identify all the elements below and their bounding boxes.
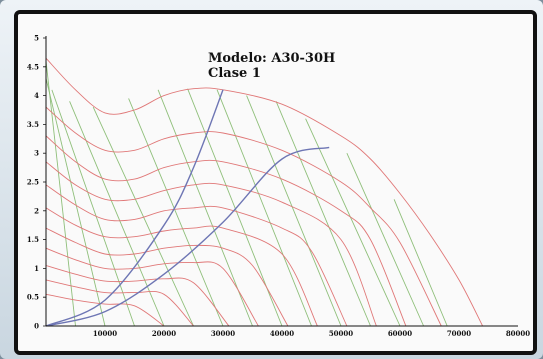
chart-subtitle: Clase 1 (208, 66, 261, 81)
efficiency-line (216, 89, 312, 327)
speed-curve (45, 279, 194, 327)
x-tick-label: 80000 (506, 329, 530, 338)
speed-curve (45, 161, 377, 327)
screen-bezel: 0 0.5 1 1.5 2 2.5 3 3.5 4 4.5 5 10000 20000 30000 400… (14, 10, 537, 355)
efficiency-line (45, 78, 106, 327)
speed-curve (45, 184, 348, 327)
y-tick-label: 3.5 (27, 120, 39, 129)
y-tick-label: 5 (34, 34, 39, 43)
efficiency-line (275, 101, 371, 327)
speed-curve (45, 106, 442, 327)
system-curve (45, 146, 330, 327)
x-tick-label: 10000 (93, 329, 117, 338)
efficiency-line (346, 153, 425, 327)
speed-curve (45, 247, 259, 327)
x-tick-label: 20000 (152, 329, 176, 338)
efficiency-line (393, 199, 448, 327)
y-tick-label: 4 (34, 91, 39, 100)
speed-curve (45, 57, 484, 327)
x-ticks: 10000 20000 30000 40000 50000 60000 70000 80000 (93, 329, 530, 338)
y-tick-label: 0.5 (27, 293, 39, 302)
y-ticks: 0 0.5 1 1.5 2 2.5 3 3.5 4 4.5 5 (27, 34, 46, 331)
x-tick-label: 50000 (329, 329, 353, 338)
efficiency-line (246, 95, 342, 327)
x-tick-label: 40000 (270, 329, 294, 338)
x-tick-label: 70000 (447, 329, 471, 338)
speed-curve (45, 293, 165, 327)
fan-performance-chart: 0 0.5 1 1.5 2 2.5 3 3.5 4 4.5 5 10000 20000 30000 400… (27, 34, 530, 339)
speed-curve (45, 227, 289, 327)
speed-curve (45, 265, 230, 327)
efficiency-line (305, 118, 401, 327)
y-tick-label: 1.5 (27, 235, 39, 244)
x-tick-label: 60000 (388, 329, 412, 338)
efficiency-line (128, 98, 224, 327)
efficiency-line (69, 101, 165, 327)
y-tick-label: 1 (34, 264, 39, 273)
y-tick-label: 3 (34, 149, 39, 158)
efficiency-line (51, 89, 135, 327)
y-tick-label: 2.5 (27, 178, 39, 187)
chart-title: Modelo: A30-30H (208, 51, 335, 66)
efficiency-line (45, 60, 76, 327)
speed-curve (45, 207, 318, 327)
efficiency-line (157, 89, 253, 327)
efficiency-line (92, 106, 194, 327)
chart-curves (45, 57, 484, 327)
y-tick-label: 0 (34, 322, 39, 331)
system-curve (45, 89, 224, 327)
speed-curve (45, 135, 407, 327)
y-tick-label: 4.5 (27, 62, 39, 71)
y-tick-label: 2 (34, 206, 39, 215)
x-tick-label: 30000 (211, 329, 235, 338)
